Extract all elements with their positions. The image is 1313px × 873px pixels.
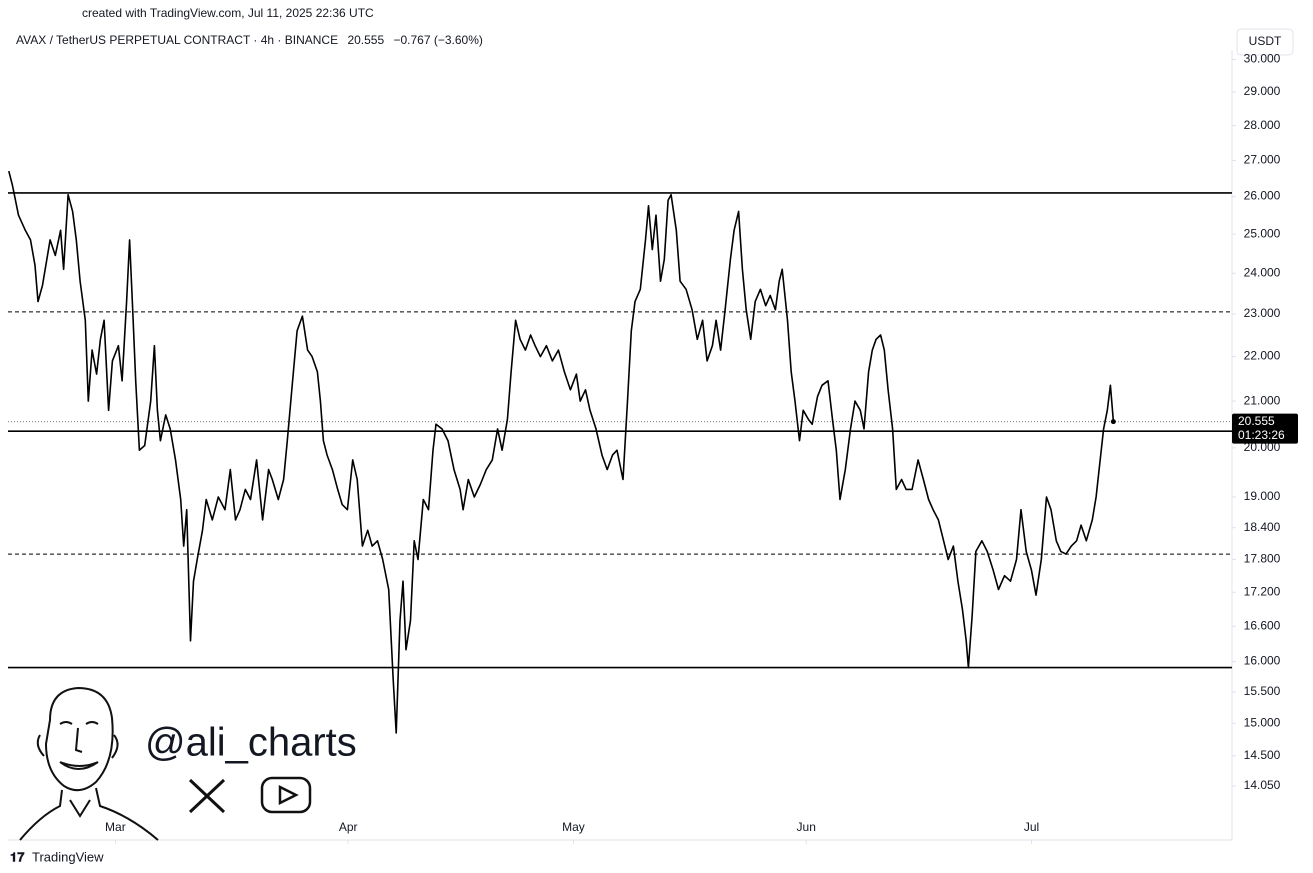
x-tick-label: Jul	[1024, 820, 1039, 834]
y-tick-label: 23.000	[1244, 306, 1281, 320]
y-tick-label: 30.000	[1244, 52, 1281, 66]
youtube-logo[interactable]	[260, 776, 312, 814]
currency[interactable]: USDT	[1249, 34, 1282, 48]
y-tick-label: 25.000	[1244, 226, 1281, 240]
x-tick-label: Apr	[339, 820, 358, 834]
x-logo[interactable]	[188, 778, 226, 814]
y-tick-label: 15.000	[1244, 716, 1281, 730]
chart-header: AVAX / TetherUS PERPETUAL CONTRACT · 4h …	[16, 33, 483, 47]
y-tick-label: 26.000	[1244, 189, 1281, 203]
y-tick-label: 16.600	[1244, 618, 1281, 632]
price-tag-value: 20.555	[1238, 414, 1275, 428]
y-tick-label: 17.800	[1244, 552, 1281, 566]
y-tick-label: 28.000	[1244, 118, 1281, 132]
brand: TradingView	[32, 849, 104, 864]
header-change: −0.767 (−3.60%)	[393, 33, 482, 47]
price-tag	[1232, 413, 1298, 444]
currency-box[interactable]	[1236, 28, 1294, 56]
price-line	[8, 170, 1115, 734]
symbol: AVAX / TetherUS PERPETUAL CONTRACT · 4h …	[16, 33, 338, 47]
y-tick-label: 14.500	[1244, 748, 1281, 762]
y-tick-label: 15.500	[1244, 684, 1281, 698]
y-tick-label: 19.000	[1244, 489, 1281, 503]
y-tick-label: 27.000	[1244, 153, 1281, 167]
y-tick-label: 18.400	[1244, 520, 1281, 534]
y-tick-label: 17.200	[1244, 584, 1281, 598]
y-tick-label: 29.000	[1244, 84, 1281, 98]
credit: created with TradingView.com, Jul 11, 20…	[82, 6, 374, 20]
y-tick-label: 16.000	[1244, 654, 1281, 668]
x-tick-label: Mar	[105, 820, 126, 834]
y-tick-label: 14.050	[1244, 778, 1281, 792]
y-tick-label: 24.000	[1244, 265, 1281, 279]
price-tag-countdown: 01:23:26	[1238, 428, 1285, 442]
last-point	[1110, 419, 1116, 425]
y-tick-label: 21.000	[1244, 393, 1281, 407]
watermark: @ali_charts	[145, 721, 357, 765]
header-price: 20.555	[347, 33, 384, 47]
brand-logo: 𝟏𝟕	[10, 849, 25, 864]
avatar	[19, 686, 159, 841]
x-tick-label: Jun	[797, 820, 816, 834]
y-tick-label: 22.000	[1244, 349, 1281, 363]
x-tick-label: May	[562, 820, 585, 834]
